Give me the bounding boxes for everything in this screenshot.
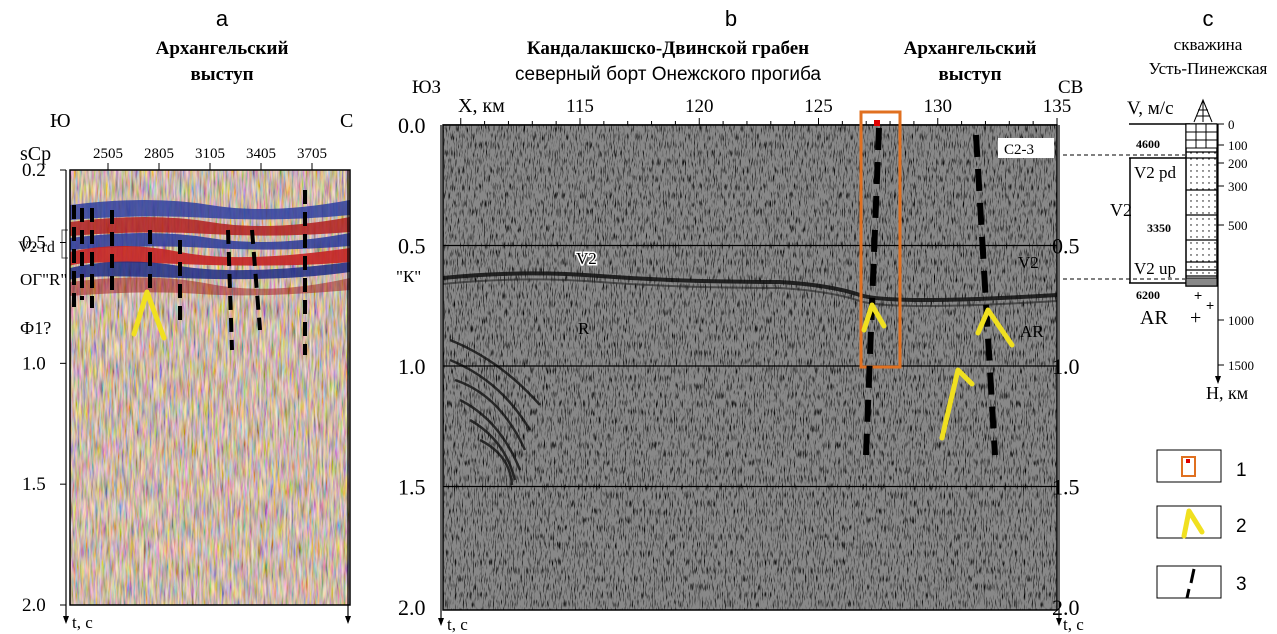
panel-b-dir-left: ЮЗ bbox=[412, 77, 441, 98]
panel-a-cdp-tick: 3405 bbox=[246, 146, 276, 162]
panel-c-velocity-2: 3350 bbox=[1147, 221, 1171, 235]
panel-c: c скважина Усть-Пинежская V, м/с 4600 33… bbox=[1110, 6, 1268, 403]
panel-b-title-right-line1: Архангельский bbox=[904, 38, 1037, 59]
panel-a-dir-left: Ю bbox=[50, 110, 71, 132]
panel-c-letter: c bbox=[1203, 6, 1214, 31]
legend-item-2: 2 bbox=[1157, 506, 1247, 538]
panel-b-dir-right: СВ bbox=[1058, 77, 1083, 98]
panel-b-label-v2-text: V2 bbox=[576, 249, 597, 268]
panel-c-layer-v2up: V2 up bbox=[1134, 259, 1176, 278]
panel-b-time-tick-right: 0.5 bbox=[1052, 234, 1080, 259]
panel-a-cdp-tick: 2805 bbox=[144, 146, 174, 162]
panel-a-axis-label: t, с bbox=[72, 613, 93, 632]
panel-b-time-tick-right: 1.5 bbox=[1052, 475, 1080, 500]
panel-b-x-tick: 120 bbox=[685, 96, 714, 117]
panel-c-velocity-3: 6200 bbox=[1136, 288, 1160, 302]
panel-b-label-ar: AR bbox=[1020, 322, 1044, 341]
panel-b-x-tick: 125 bbox=[804, 96, 833, 117]
panel-b-x-tick: 115 bbox=[566, 96, 594, 117]
panel-a-cdp-tick: 3105 bbox=[195, 146, 225, 162]
panel-a-cdp-tick: 3705 bbox=[297, 146, 327, 162]
panel-c-depth-ticks: 0 100 200 300 500 1000 1500 bbox=[1218, 117, 1254, 373]
panel-c-depth-tick: 300 bbox=[1228, 179, 1248, 194]
panel-b-label-r: R bbox=[578, 319, 590, 338]
derrick-icon bbox=[1194, 100, 1212, 122]
panel-a-title-line1: Архангельский bbox=[156, 38, 289, 59]
panel-c-depth-tick: 1500 bbox=[1228, 358, 1254, 373]
panel-a-time-ticks: 0.2 0.5 1.0 1.5 2.0 bbox=[22, 160, 66, 616]
panel-b-axis-label-left: t, с bbox=[447, 615, 468, 634]
panel-b-label-c23: C2-3 bbox=[1004, 142, 1034, 158]
panel-c-lithology-column: + + bbox=[1186, 124, 1217, 313]
panel-b-red-marker bbox=[874, 120, 880, 126]
panel-b-title-right-line2: выступ bbox=[938, 64, 1001, 85]
panel-b-time-tick-left: 0.5 bbox=[398, 234, 426, 259]
panel-b-time-tick-left: 1.0 bbox=[398, 354, 426, 379]
panel-b-x-tick: 130 bbox=[924, 96, 953, 117]
panel-b-title-left-line1: Кандалакшско-Двинской грабен bbox=[527, 38, 809, 59]
panel-b-letter: b bbox=[725, 6, 737, 31]
panel-c-layer-v2pd: V2 pd bbox=[1134, 163, 1177, 182]
panel-c-layer-v2: V2 bbox=[1110, 200, 1132, 220]
panel-b-axis-label-right: t, с bbox=[1063, 615, 1084, 634]
panel-a-time-tick: 0.2 bbox=[22, 160, 46, 181]
panel-a-letter: a bbox=[216, 6, 229, 31]
panel-b-time-tick-left: 2.0 bbox=[398, 595, 426, 620]
legend: 1 2 3 bbox=[1157, 450, 1247, 598]
panel-b-title-left-line2: северный борт Онежского прогиба bbox=[515, 64, 821, 85]
panel-a-time-tick: 1.0 bbox=[22, 353, 46, 374]
panel-b: b Кандалакшско-Двинской грабен северный … bbox=[396, 6, 1084, 634]
panel-a-dir-right: С bbox=[340, 110, 353, 132]
panel-c-title-line2: Усть-Пинежская bbox=[1149, 59, 1268, 78]
panel-b-time-ticks-left: 0.0 0.5 1.0 1.5 2.0 bbox=[398, 113, 426, 620]
legend-number-3: 3 bbox=[1236, 574, 1247, 595]
panel-c-velocity-1: 4600 bbox=[1136, 137, 1160, 151]
panel-c-depth-tick: 0 bbox=[1228, 117, 1235, 132]
panel-a-horizon-phi: Ф1? bbox=[20, 318, 51, 338]
legend-number-1: 1 bbox=[1236, 460, 1247, 481]
panel-c-depth-tick: 200 bbox=[1228, 156, 1248, 171]
panel-a-horizon-og-r: ОГ"R" bbox=[20, 270, 67, 289]
panel-c-depth-tick: 1000 bbox=[1228, 313, 1254, 328]
panel-c-layer-ar: AR bbox=[1140, 307, 1168, 329]
panel-a-title-line2: выступ bbox=[190, 64, 253, 85]
panel-a: a Архангельский выступ Ю С sCp 2505 2805 3… bbox=[18, 6, 353, 632]
panel-c-depth-tick: 500 bbox=[1228, 218, 1248, 233]
panel-b-label-k: "К" bbox=[396, 267, 421, 286]
panel-c-depth-tick: 100 bbox=[1228, 138, 1248, 153]
svg-text:+: + bbox=[1190, 307, 1201, 329]
panel-b-x-axis-label: X, км bbox=[458, 95, 505, 117]
panel-c-v-label: V, м/с bbox=[1127, 98, 1174, 119]
panel-a-time-tick: 0.5 bbox=[22, 233, 46, 254]
legend-number-2: 2 bbox=[1236, 516, 1247, 537]
svg-text:+: + bbox=[1206, 297, 1214, 313]
legend-item-3: 3 bbox=[1157, 566, 1247, 598]
panel-c-depth-label: H, км bbox=[1206, 383, 1248, 403]
panel-b-label-v2-right: V2 bbox=[1018, 253, 1039, 272]
panel-a-cdp-tick: 2505 bbox=[93, 146, 123, 162]
svg-text:+: + bbox=[1194, 287, 1202, 303]
panel-b-x-tick: 135 bbox=[1043, 96, 1072, 117]
panel-b-x-ticks: 115 120 125 130 135 bbox=[443, 96, 1071, 125]
panel-b-time-tick-left: 1.5 bbox=[398, 475, 426, 500]
legend-item-1: 1 bbox=[1157, 450, 1247, 482]
panel-c-title-line1: скважина bbox=[1174, 35, 1243, 54]
panel-a-cdp-ticks: 2505 2805 3105 3405 3705 bbox=[93, 146, 327, 170]
panel-b-time-tick-left: 0.0 bbox=[398, 113, 426, 138]
panel-a-time-tick: 1.5 bbox=[22, 474, 46, 495]
panel-b-time-tick-right: 1.0 bbox=[1052, 354, 1080, 379]
panel-a-time-tick: 2.0 bbox=[22, 595, 46, 616]
